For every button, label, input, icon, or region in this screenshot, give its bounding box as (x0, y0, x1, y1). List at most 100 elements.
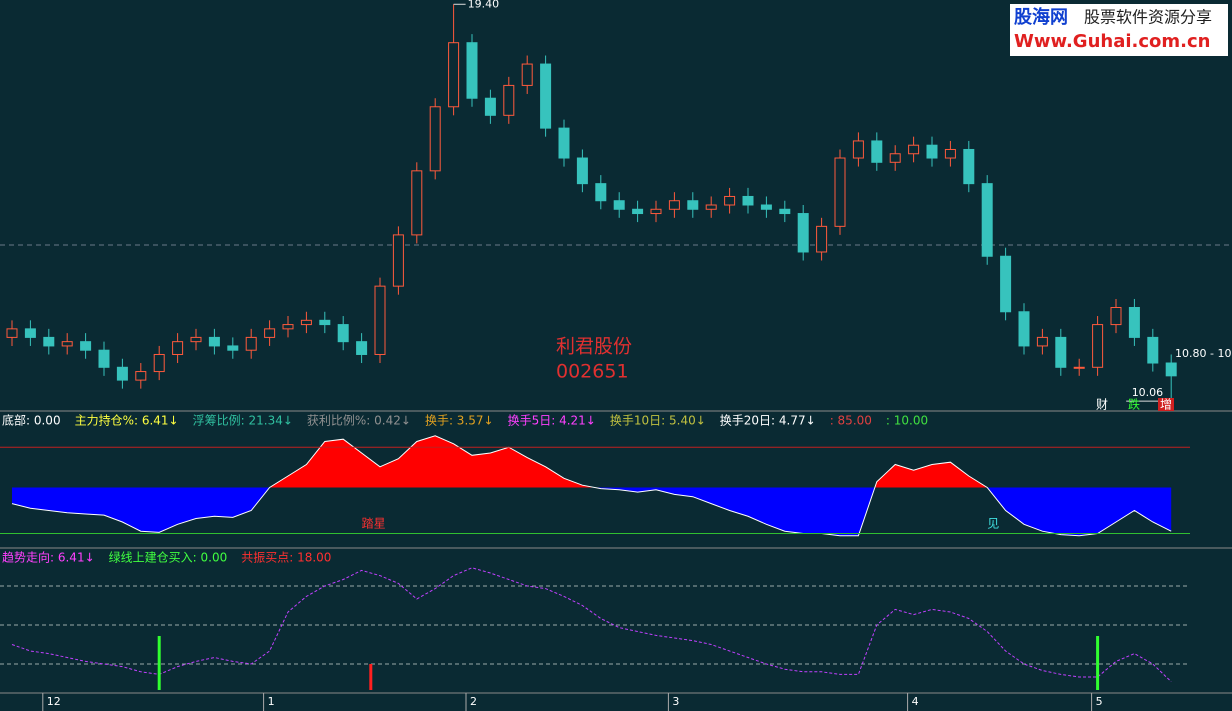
marker: 财 (1096, 398, 1108, 412)
candle-body (98, 349, 110, 368)
candle-body (760, 204, 772, 210)
candle-body (153, 353, 165, 373)
area-outline (11, 435, 1172, 537)
legend-item: 换手10日: 5.40↓ (610, 414, 706, 428)
stock-code: 002651 (556, 361, 629, 383)
candle-body (6, 328, 18, 338)
candle-body (300, 319, 312, 326)
candle-body (356, 341, 368, 355)
candle-body (319, 319, 331, 326)
candle-body (1165, 362, 1177, 377)
legend-item: 底部: 0.00 (2, 413, 61, 428)
candle-body (908, 144, 920, 155)
x-tick-label: 4 (912, 695, 919, 708)
candle-body (172, 341, 184, 355)
watermark-url: Www.Guhai.com.cn (1014, 31, 1210, 52)
candle-body (705, 204, 717, 210)
candle-body (61, 341, 73, 347)
legend-item: 共振买点: 18.00 (241, 551, 331, 565)
legend-item: 主力持仓%: 6.41↓ (75, 413, 179, 428)
stock-name: 利君股份 (556, 336, 632, 358)
candle-body (558, 127, 570, 159)
candle-body (80, 341, 92, 351)
candle-body (208, 336, 220, 347)
trend-line (11, 567, 1172, 683)
candle-body (963, 148, 975, 185)
candle-body (24, 328, 36, 338)
candle-body (724, 195, 736, 206)
candle-body (816, 225, 828, 253)
watermark-slogan: 股票软件资源分享 (1084, 8, 1212, 27)
legend-item: 浮筹比例: 21.34↓ (193, 414, 293, 428)
x-tick-label: 5 (1096, 695, 1103, 708)
candle-body (613, 200, 625, 210)
candle-body (484, 97, 496, 116)
marker: 增 (1160, 398, 1172, 412)
marker-bg (1158, 398, 1174, 411)
candle-body (1128, 307, 1140, 338)
candle-body (1055, 336, 1067, 368)
candle-body (650, 208, 662, 215)
candle-body (135, 371, 147, 381)
area-below (12, 487, 1172, 536)
candle-body (797, 213, 809, 253)
candle-body (944, 148, 956, 159)
candle-body (466, 42, 478, 99)
candle-body (282, 324, 294, 330)
legend-item: 绿线上建仓买入: 0.00 (109, 550, 228, 565)
candle-body (245, 336, 257, 351)
x-tick-label: 12 (47, 695, 61, 708)
last-label: 10.80 - 10 (1175, 347, 1231, 360)
candle-body (1092, 324, 1104, 368)
legend-item: : 10.00 (886, 414, 928, 428)
candle-body (337, 324, 349, 343)
candle-body (576, 157, 588, 185)
candle-body (503, 84, 515, 116)
candle-body (1036, 336, 1048, 347)
marker: 跌 (1128, 397, 1140, 412)
candle-body (43, 336, 55, 347)
candle-body (632, 208, 644, 215)
candle-body (871, 140, 883, 163)
candle-body (742, 195, 754, 206)
candle-body (687, 200, 699, 210)
high-label: 19.40 (468, 0, 500, 10)
candle-body (264, 328, 276, 338)
candle-body (889, 153, 901, 163)
watermark-brand: 股海网 (1013, 6, 1068, 28)
candle-body (852, 140, 864, 159)
candle-body (668, 200, 680, 210)
x-tick-label: 2 (470, 695, 477, 708)
candle-body (448, 42, 460, 108)
candle-body (392, 234, 404, 287)
candle-body (1073, 366, 1085, 369)
candle-body (429, 106, 441, 172)
low-label: 10.06 (1132, 386, 1164, 399)
candle-body (227, 345, 239, 351)
legend-item: 趋势走向: 6.41↓ (2, 550, 95, 565)
area-above (12, 435, 1172, 488)
candle-body (595, 183, 607, 202)
signal-label: 踏星 (362, 517, 386, 531)
candle-body (374, 285, 386, 355)
candle-body (926, 144, 938, 159)
candle-body (1000, 255, 1012, 313)
candle-body (411, 170, 423, 236)
candle-body (1147, 336, 1159, 364)
legend-item: 换手20日: 4.77↓ (720, 414, 816, 428)
legend-item: 获利比例%: 0.42↓ (307, 414, 411, 428)
legend-item: 换手: 3.57↓ (425, 414, 494, 428)
candle-body (1018, 311, 1030, 347)
legend-item: : 85.00 (830, 414, 872, 428)
candle-body (116, 366, 128, 381)
legend-item: 换手5日: 4.21↓ (508, 414, 596, 428)
candle-body (834, 157, 846, 227)
candle-body (190, 336, 202, 343)
candle-body (981, 183, 993, 257)
watermark-box (1010, 4, 1228, 56)
x-tick-label: 3 (672, 695, 679, 708)
candle-body (540, 63, 552, 129)
